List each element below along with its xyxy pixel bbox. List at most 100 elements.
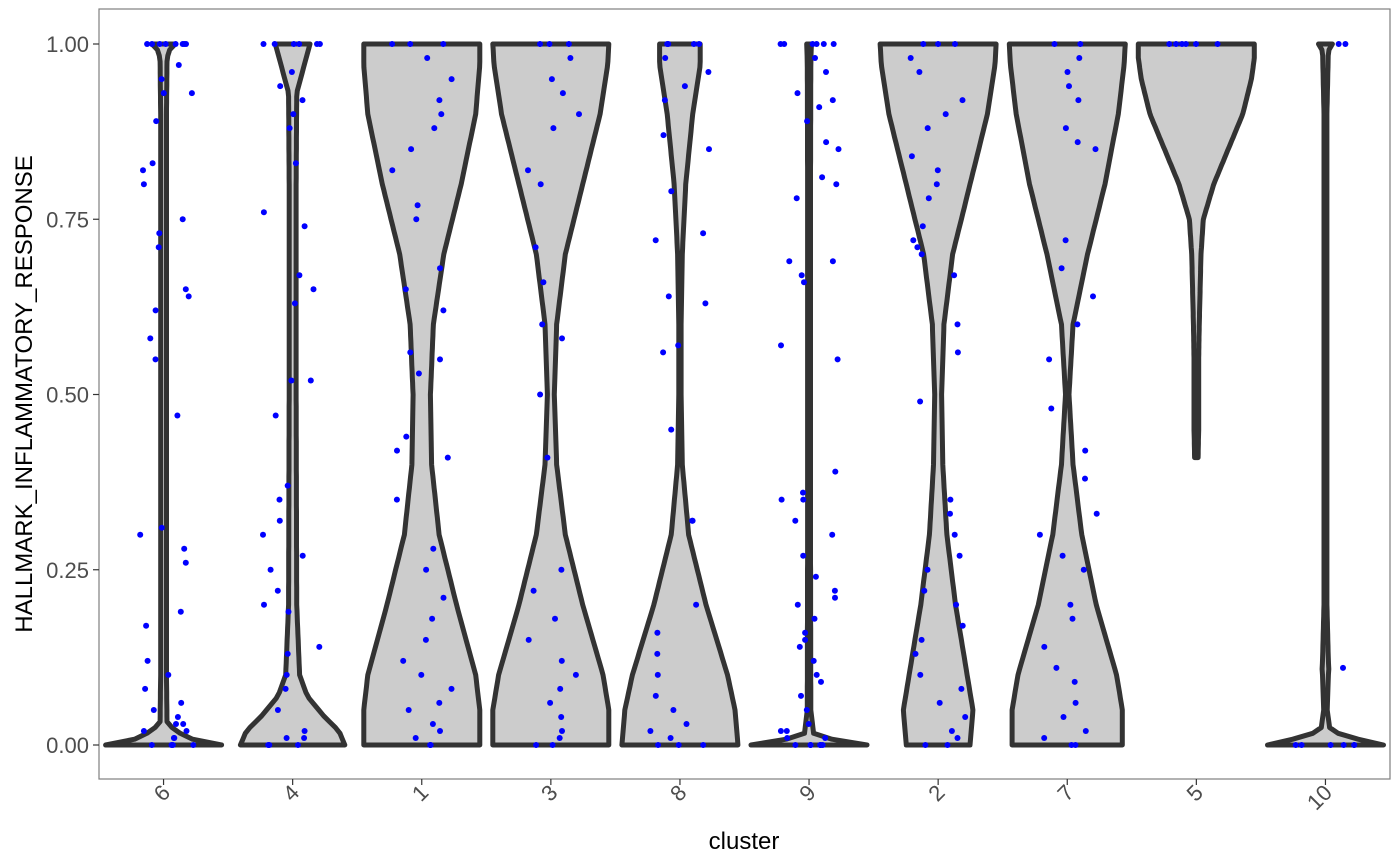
data-point-cluster-10	[1327, 742, 1334, 748]
data-point-cluster-2	[947, 496, 954, 503]
data-point-cluster-9	[829, 531, 836, 538]
data-point-cluster-8	[696, 41, 703, 47]
data-point-cluster-4	[282, 685, 289, 692]
data-point-cluster-7	[1064, 69, 1071, 75]
data-point-cluster-1	[414, 202, 421, 209]
data-point-cluster-2	[921, 587, 928, 594]
data-point-cluster-2	[958, 685, 965, 692]
data-point-cluster-4	[285, 608, 292, 615]
data-point-cluster-7	[1069, 615, 1076, 622]
data-point-cluster-2	[912, 650, 919, 657]
data-point-cluster-4	[296, 41, 303, 47]
data-point-cluster-7	[1072, 699, 1079, 706]
data-point-cluster-9	[801, 279, 807, 286]
data-point-cluster-3	[556, 735, 563, 741]
data-point-cluster-4	[274, 707, 281, 713]
data-point-cluster-1	[400, 657, 407, 664]
data-point-cluster-3	[558, 657, 565, 664]
data-point-cluster-4	[292, 160, 299, 167]
data-point-cluster-4	[301, 728, 308, 734]
data-point-cluster-9	[798, 272, 805, 279]
data-point-cluster-3	[550, 125, 557, 132]
data-point-cluster-6	[175, 62, 182, 68]
data-point-cluster-6	[144, 657, 151, 664]
data-point-cluster-4	[290, 41, 297, 47]
data-point-cluster-9	[777, 41, 784, 47]
data-point-cluster-8	[660, 132, 667, 139]
data-point-cluster-1	[407, 41, 414, 47]
data-point-cluster-9	[834, 356, 841, 363]
data-point-cluster-8	[668, 188, 675, 195]
data-point-cluster-8	[668, 426, 675, 433]
data-point-cluster-9	[830, 41, 837, 47]
data-point-cluster-1	[429, 615, 436, 622]
data-point-cluster-1	[394, 447, 400, 454]
violin-cluster-3	[490, 41, 612, 748]
data-point-cluster-4	[307, 377, 314, 384]
data-point-cluster-6	[147, 335, 154, 342]
x-tick-label: 7	[1052, 780, 1078, 806]
data-point-cluster-2	[920, 41, 927, 47]
data-point-cluster-4	[299, 552, 306, 559]
data-point-cluster-1	[440, 594, 447, 601]
data-point-cluster-4	[301, 735, 308, 741]
data-point-cluster-7	[1090, 293, 1096, 300]
data-point-cluster-6	[190, 742, 197, 748]
data-point-cluster-6	[140, 167, 146, 174]
data-point-cluster-2	[956, 552, 963, 559]
data-point-cluster-2	[944, 742, 951, 748]
data-point-cluster-8	[647, 728, 654, 734]
data-point-cluster-3	[533, 742, 540, 748]
data-point-cluster-6	[188, 90, 195, 97]
data-point-cluster-4	[274, 587, 281, 594]
data-point-cluster-4	[283, 735, 290, 741]
y-axis-title: HALLMARK_INFLAMMATORY_RESPONSE	[11, 155, 38, 632]
data-point-cluster-9	[813, 671, 820, 678]
data-point-cluster-2	[953, 601, 960, 608]
data-point-cluster-10	[1340, 742, 1347, 748]
data-point-cluster-6	[148, 742, 155, 748]
data-point-cluster-1	[408, 146, 415, 153]
data-point-cluster-6	[179, 216, 186, 223]
data-point-cluster-9	[816, 104, 823, 111]
data-point-cluster-1	[429, 721, 436, 727]
data-point-cluster-2	[951, 531, 958, 538]
data-point-cluster-7	[1059, 552, 1066, 559]
y-tick-label: 0.00	[46, 733, 89, 758]
data-point-cluster-2	[922, 742, 929, 748]
x-tick-label: 5	[1182, 780, 1208, 806]
data-point-cluster-7	[1067, 601, 1074, 608]
data-point-cluster-5	[1193, 41, 1199, 47]
data-point-cluster-2	[954, 735, 961, 741]
data-point-cluster-7	[1036, 531, 1043, 538]
data-point-cluster-9	[777, 728, 784, 734]
data-point-cluster-7	[1068, 742, 1075, 748]
data-point-cluster-9	[818, 678, 824, 685]
data-point-cluster-1	[427, 742, 434, 748]
x-tick-label: 2	[923, 780, 949, 806]
data-point-cluster-1	[440, 307, 447, 314]
data-point-cluster-9	[793, 195, 800, 202]
data-point-cluster-1	[389, 41, 396, 47]
x-tick-label: 8	[665, 780, 691, 806]
data-point-cluster-4	[276, 517, 283, 524]
data-point-cluster-9	[800, 496, 807, 503]
data-point-cluster-6	[158, 76, 165, 83]
y-tick-label: 0.75	[46, 207, 89, 232]
data-point-cluster-1	[437, 265, 443, 272]
data-point-cluster-1	[430, 545, 437, 552]
data-point-cluster-9	[804, 118, 811, 125]
data-point-cluster-3	[546, 41, 553, 47]
data-point-cluster-8	[664, 41, 671, 47]
data-point-cluster-4	[272, 412, 279, 419]
data-point-cluster-4	[288, 69, 295, 75]
data-point-cluster-10	[1335, 41, 1342, 47]
data-point-cluster-9	[819, 174, 826, 181]
data-point-cluster-3	[539, 321, 546, 328]
data-point-cluster-2	[917, 398, 924, 405]
data-point-cluster-7	[1062, 237, 1069, 244]
data-point-cluster-6	[137, 531, 144, 538]
data-point-cluster-2	[959, 97, 966, 104]
data-point-cluster-4	[316, 643, 323, 650]
